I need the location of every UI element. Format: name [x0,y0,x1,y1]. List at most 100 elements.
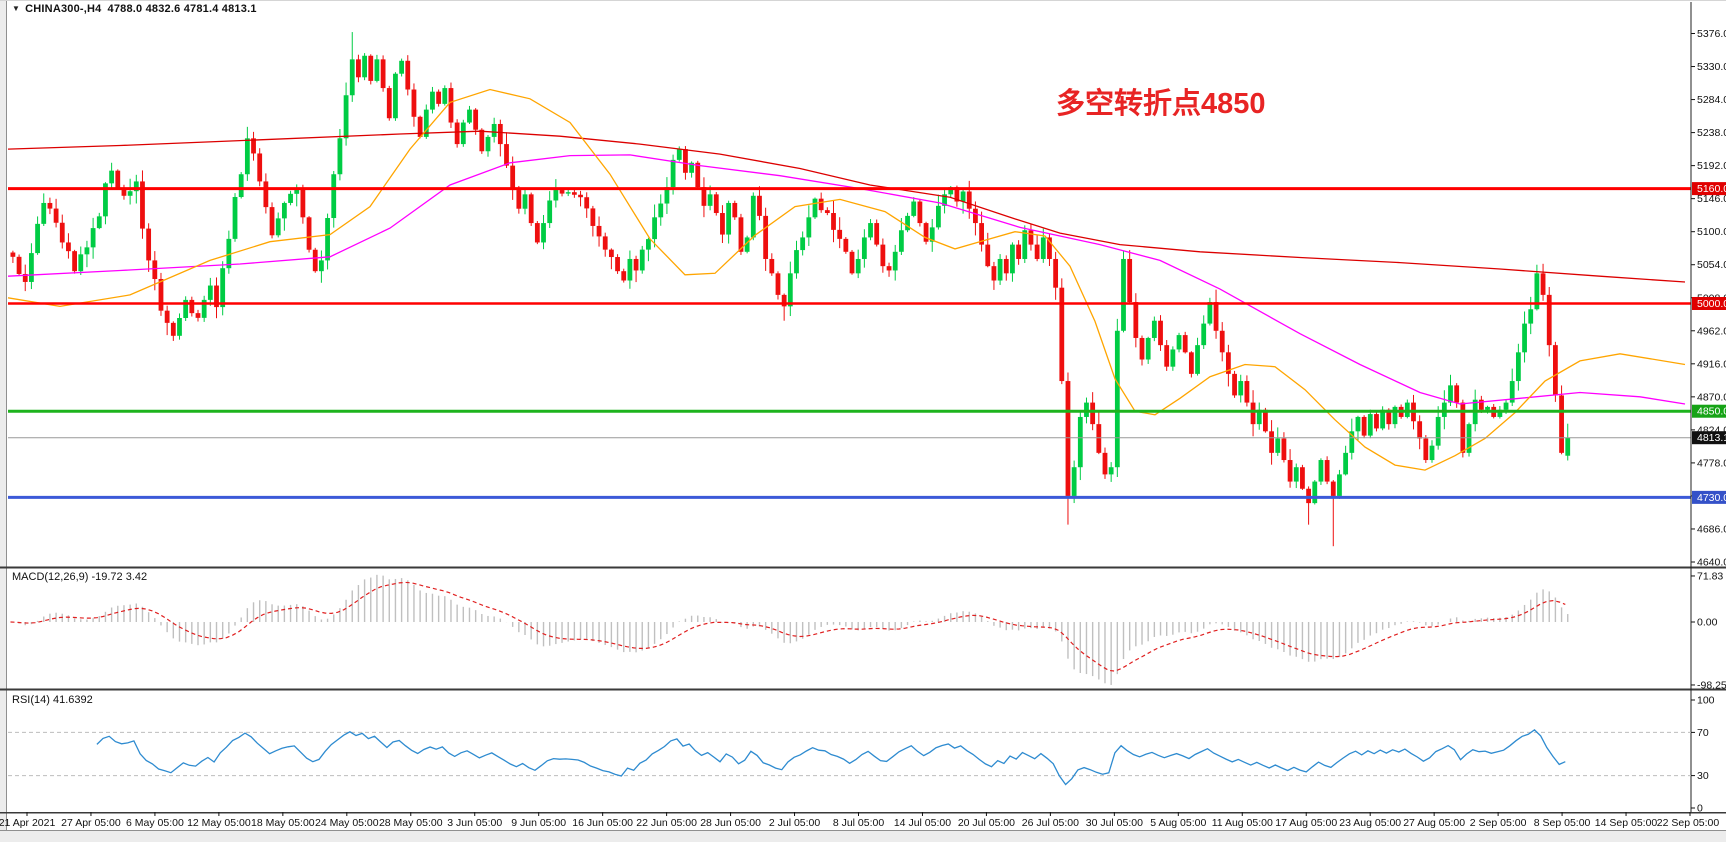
candle-body [1553,345,1558,396]
candle-body [917,201,923,224]
candle-body [547,200,553,224]
candle-body [133,181,139,192]
candle-body [1158,320,1163,346]
y-axis-label: 4962.0 [1697,325,1726,337]
candle-body [53,208,59,223]
candle-body [1244,381,1250,403]
candle-body [818,198,824,211]
candle-body [1121,258,1126,331]
separator-main-macd[interactable] [0,566,1726,569]
candle-body [356,59,361,78]
candle-body [911,201,917,216]
candle-body [602,236,608,250]
candle-body [627,258,633,281]
candle-body [720,213,725,235]
macd-axis-label: 0.00 [1697,617,1718,629]
y-axis-label: 5192.0 [1697,160,1726,172]
separator-macd-rsi[interactable] [0,688,1726,691]
y-axis-label: 5100.0 [1697,226,1726,238]
candle-body [1460,402,1466,453]
candle-body [257,153,263,182]
x-axis-label: 27 Aug 05:00 [1403,817,1465,829]
candle-body [405,60,411,90]
ma-slow-red[interactable] [7,130,1686,283]
candle-body [775,273,781,295]
candle-body [979,223,984,245]
candle-body [985,244,991,267]
candle-body [232,197,238,239]
candle-body [744,237,750,252]
ma-mid-magenta[interactable] [7,154,1686,405]
candle-body [1528,309,1534,324]
candle-body [929,227,935,242]
candle-body [1559,395,1564,453]
candle-body [312,249,318,272]
candle-body [757,195,762,216]
candle-body [1380,409,1386,429]
x-axis-label: 16 Jun 05:00 [572,817,633,829]
candle-body [1114,330,1120,468]
ma-fast-orange[interactable] [7,88,1686,471]
candle-body [868,223,873,238]
candle-body [670,159,676,188]
candle-body [1318,460,1324,482]
candle-body [1478,399,1484,410]
x-axis-label: 12 May 05:00 [187,817,251,829]
candle-body [399,60,405,74]
candle-body [238,174,244,198]
symbol-dropdown-icon[interactable]: ▼ [12,4,21,13]
x-axis-label: 14 Sep 05:00 [1595,817,1658,829]
candles-layer[interactable] [10,32,1571,547]
x-axis-label: 8 Sep 05:00 [1534,817,1591,829]
candle-body [1287,460,1293,482]
candle-body [1293,467,1299,482]
macd-signal-line [10,581,1566,672]
candle-body [676,149,682,160]
candle-body [1337,474,1342,496]
candle-body [1392,406,1398,425]
candle-body [319,260,324,272]
price-badge-4850.0 [1692,404,1726,418]
candle-body [707,194,713,206]
x-axis-label: 11 Aug 05:00 [1212,817,1273,829]
candle-body [923,223,929,242]
candle-body [1201,323,1207,346]
candle-body [1269,431,1274,453]
candle-body [1016,244,1022,259]
candle-body [596,225,602,237]
candle-body [1250,402,1256,425]
candle-body [936,205,941,228]
candle-body [824,210,830,214]
candle-body [695,162,701,188]
y-axis-label: 5146.0 [1697,193,1726,205]
candle-body [522,194,528,209]
candle-body [1466,424,1472,453]
ohlc-values-label: 4788.0 4832.6 4781.4 4813.1 [107,3,257,15]
rsi-line [96,729,1566,786]
candle-body [880,244,886,267]
candle-body [1059,287,1065,382]
price-badge-label: 5000.0 [1697,298,1726,310]
candle-body [170,322,176,336]
candle-body [1522,323,1527,353]
price-badge-label: 5160.0 [1697,183,1726,195]
candle-body [1028,230,1034,245]
candle-body [103,183,108,217]
candle-body [269,207,275,236]
candle-body [84,247,90,255]
candle-body [195,313,201,318]
candle-body [1361,416,1367,436]
x-axis-label: 28 May 05:00 [379,817,443,829]
candle-body [510,165,516,191]
candle-body [411,89,417,117]
candle-body [571,192,577,195]
candle-body [349,59,355,96]
candle-body [1034,244,1040,259]
candle-body [855,258,861,274]
candle-body [646,239,651,250]
candle-body [1485,406,1490,410]
price-badge-5000.0 [1692,296,1726,310]
candle-body [281,202,287,219]
macd-axis-label: 71.83 [1697,570,1723,582]
